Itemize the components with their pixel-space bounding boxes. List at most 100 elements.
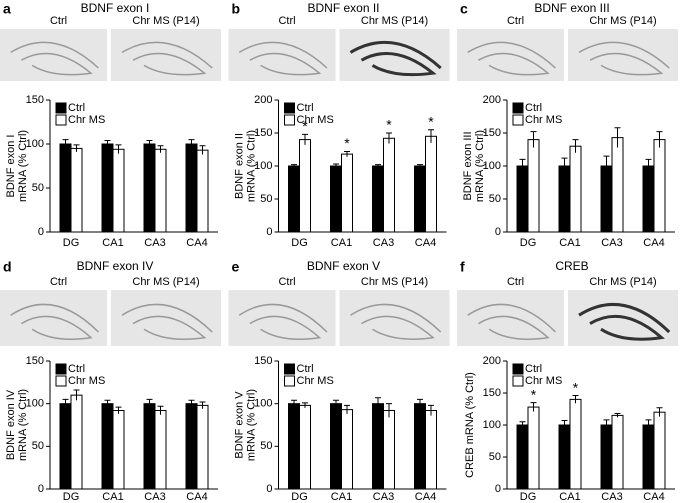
- y-tick-label: 100: [254, 160, 272, 172]
- y-tick-label: 100: [483, 160, 501, 172]
- x-tick-label: CA1: [559, 237, 580, 249]
- y-axis-label: CREB mRNA (% Ctrl): [464, 372, 476, 478]
- legend-label: Ctrl: [525, 363, 542, 375]
- error-bar: [386, 403, 392, 418]
- significance-mark: *: [344, 135, 350, 151]
- error-bar: [62, 398, 69, 408]
- error-bar: [572, 395, 579, 404]
- hippocampus: [349, 40, 442, 77]
- error-bar: [333, 163, 339, 168]
- panel-letter: c: [460, 1, 468, 17]
- error-bar: [572, 139, 579, 153]
- y-tick-label: 150: [483, 127, 501, 139]
- panel-letter: d: [3, 259, 12, 275]
- error-bar: [199, 401, 206, 409]
- significance-mark: *: [302, 118, 308, 134]
- image-label: Chr MS (P14): [132, 15, 199, 27]
- error-bar: [614, 127, 621, 148]
- error-bar: [291, 164, 297, 168]
- error-bar: [291, 399, 297, 408]
- x-tick-label: DG: [63, 491, 80, 503]
- y-axis-label: BDNF exon II: [233, 133, 245, 199]
- significance-mark: *: [428, 113, 434, 129]
- error-bar: [561, 157, 568, 174]
- legend-swatch: [512, 363, 524, 375]
- bar: [516, 165, 529, 233]
- error-bar: [614, 412, 621, 418]
- x-tick-label: CA3: [373, 491, 394, 503]
- y-tick-label: 150: [483, 387, 501, 399]
- y-tick-label: 150: [254, 355, 272, 367]
- y-tick-label: 200: [254, 94, 272, 106]
- y-tick-label: 0: [38, 226, 44, 238]
- hippocampus: [10, 303, 99, 340]
- bar: [70, 394, 83, 490]
- hippocampus: [467, 303, 556, 340]
- y-axis-label: mRNA (% Ctrl): [474, 130, 486, 202]
- bar: [143, 403, 156, 490]
- x-tick-label: CA3: [144, 237, 165, 249]
- error-bar: [73, 389, 80, 401]
- x-tick-label: CA4: [643, 237, 664, 249]
- bar: [527, 406, 540, 490]
- error-bar: [199, 145, 206, 155]
- bar: [112, 148, 125, 233]
- error-bar: [302, 402, 308, 408]
- panel-letter: e: [232, 259, 240, 275]
- legend-swatch: [512, 375, 524, 387]
- hippocampus: [238, 303, 328, 340]
- x-tick-label: CA4: [186, 237, 207, 249]
- error-bar: [645, 158, 652, 173]
- bar: [600, 424, 613, 490]
- x-tick-label: DG: [520, 237, 537, 249]
- y-tick-label: 0: [38, 483, 44, 495]
- error-bar: [417, 398, 423, 408]
- x-tick-label: CA3: [601, 237, 622, 249]
- y-tick-label: 50: [32, 440, 44, 452]
- bar: [299, 404, 311, 490]
- error-bar: [146, 139, 153, 148]
- error-bar: [62, 139, 69, 149]
- legend-label: Chr MS: [297, 375, 334, 387]
- image-label: Ctrl: [507, 276, 524, 288]
- error-bar: [428, 129, 434, 143]
- legend-swatch: [55, 363, 67, 375]
- x-tick-label: CA1: [102, 491, 123, 503]
- y-axis-label: mRNA (% Ctrl): [245, 130, 257, 202]
- bar: [154, 148, 167, 233]
- bar: [299, 139, 311, 233]
- error-bar: [115, 406, 122, 414]
- y-axis-label: BDNF exon III: [462, 131, 474, 200]
- legend-label: Chr MS: [525, 375, 562, 387]
- x-tick-label: CA4: [643, 491, 664, 503]
- legend-label: Ctrl: [525, 102, 542, 114]
- legend-label: Chr MS: [297, 114, 334, 126]
- y-tick-label: 0: [495, 226, 501, 238]
- bar: [59, 143, 72, 233]
- bar: [569, 398, 582, 490]
- legend-label: Chr MS: [68, 375, 105, 387]
- error-bar: [386, 132, 392, 144]
- panel-title: BDNF exon II: [307, 1, 379, 15]
- image-label: Chr MS (P14): [361, 15, 428, 27]
- x-tick-label: DG: [291, 491, 308, 503]
- error-bar: [157, 145, 164, 153]
- bar: [185, 403, 198, 490]
- hippocampus: [121, 303, 213, 340]
- image-label: Chr MS (P14): [589, 276, 656, 288]
- y-tick-label: 50: [489, 193, 501, 205]
- bar: [59, 403, 72, 490]
- hippocampus: [121, 41, 213, 76]
- hippocampus: [467, 41, 556, 76]
- bar: [70, 147, 83, 233]
- legend-swatch: [55, 114, 67, 126]
- y-tick-label: 150: [254, 127, 272, 139]
- x-tick-label: DG: [63, 237, 80, 249]
- error-bar: [656, 407, 663, 417]
- y-tick-label: 100: [26, 138, 44, 150]
- panel-title: BDNF exon III: [534, 1, 609, 15]
- legend-swatch: [284, 363, 295, 375]
- x-tick-label: CA4: [186, 491, 207, 503]
- image-label: Ctrl: [50, 276, 67, 288]
